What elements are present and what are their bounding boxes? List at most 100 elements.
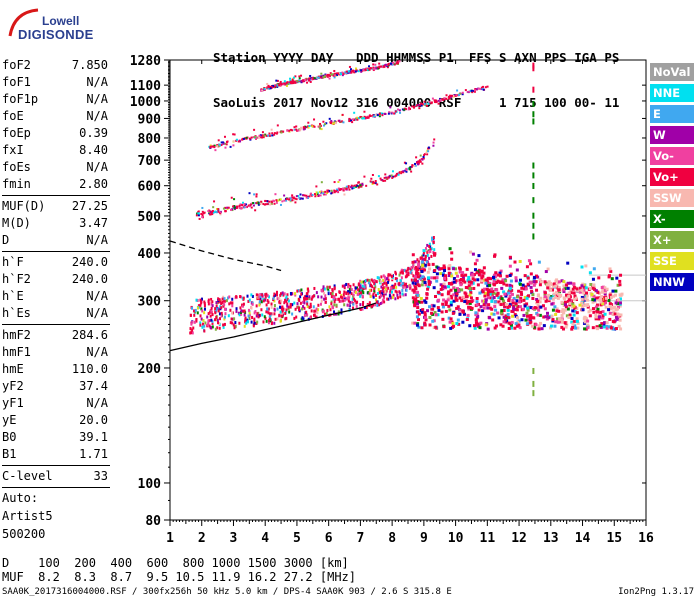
echo-point: [461, 93, 464, 96]
echo-point: [502, 320, 506, 324]
echo-point: [315, 315, 318, 319]
echo-point: [375, 67, 378, 70]
echo-point: [589, 282, 593, 286]
echo-point: [523, 295, 527, 299]
echo-point: [209, 310, 212, 314]
echo-point: [336, 72, 339, 75]
echo-point: [439, 283, 443, 287]
echo-point: [582, 288, 586, 292]
echo-point: [562, 280, 566, 284]
echo-point: [209, 145, 212, 148]
echo-point: [334, 122, 337, 125]
echo-point: [350, 186, 353, 189]
echo-point: [526, 295, 530, 299]
echo-point: [415, 271, 418, 275]
param-value: 110.0: [71, 362, 108, 376]
echo-point: [412, 264, 415, 268]
echo-point: [280, 131, 283, 134]
echo-point: [308, 306, 311, 310]
echo-point: [519, 296, 523, 300]
echo-point: [576, 321, 580, 325]
echo-point: [233, 133, 236, 136]
echo-point: [257, 203, 260, 206]
echo-point: [343, 286, 346, 290]
echo-point: [370, 283, 373, 287]
echo-point: [302, 79, 305, 82]
echo-point: [423, 280, 427, 284]
echo-point: [448, 96, 451, 99]
param-value: 0.39: [79, 126, 108, 140]
echo-point: [469, 282, 473, 286]
x-tick-label: 11: [480, 531, 496, 546]
echo-point: [366, 302, 369, 306]
echo-point: [201, 213, 204, 216]
echo-point: [279, 305, 282, 309]
echo-point: [570, 327, 574, 331]
echo-point: [252, 324, 255, 328]
x-tick-label: 9: [420, 531, 428, 546]
echo-point: [276, 131, 279, 134]
echo-point: [231, 297, 234, 301]
echo-point: [196, 311, 199, 315]
echo-point: [203, 324, 206, 328]
echo-point: [209, 144, 212, 147]
echo-point: [435, 276, 439, 280]
echo-point: [297, 194, 300, 197]
echo-point: [475, 321, 479, 325]
echo-point: [299, 295, 302, 299]
echo-point: [420, 260, 424, 264]
echo-point: [345, 70, 348, 73]
echo-point: [424, 254, 427, 258]
echo-point: [292, 198, 295, 201]
echo-point: [363, 117, 366, 120]
echo-point: [199, 321, 202, 325]
echo-point: [468, 293, 472, 297]
echo-point: [280, 83, 283, 86]
echo-point: [422, 251, 425, 255]
echo-point: [289, 302, 292, 306]
echo-point: [482, 306, 486, 310]
echo-point: [424, 318, 428, 322]
echo-point: [347, 283, 350, 287]
echo-point: [447, 296, 451, 300]
echo-point: [479, 305, 483, 309]
param-value: N/A: [86, 396, 108, 410]
echo-point: [549, 324, 553, 328]
echo-point: [545, 283, 549, 287]
echo-point: [532, 100, 535, 107]
echo-point: [352, 306, 355, 310]
echo-point: [348, 294, 351, 298]
echo-point: [267, 311, 270, 315]
echo-point: [320, 128, 323, 131]
echo-point: [420, 270, 424, 274]
echo-point: [442, 298, 446, 302]
echo-point: [361, 307, 364, 311]
echo-point: [536, 303, 540, 307]
echo-point: [598, 298, 602, 302]
echo-point: [447, 316, 451, 320]
echo-point: [259, 294, 262, 298]
echo-point: [394, 270, 397, 274]
echo-point: [291, 194, 294, 197]
echo-point: [557, 288, 561, 292]
echo-point: [452, 94, 455, 97]
echo-point: [296, 289, 299, 293]
echo-point: [373, 278, 376, 282]
echo-point: [424, 283, 428, 287]
echo-point: [279, 292, 282, 296]
echo-point: [421, 254, 424, 258]
echo-point: [395, 285, 398, 289]
echo-point: [217, 321, 220, 325]
echo-point: [286, 293, 289, 297]
echo-point: [590, 294, 594, 298]
echo-point: [292, 80, 295, 83]
echo-point: [583, 327, 587, 331]
echo-point: [500, 286, 504, 290]
echo-point: [600, 290, 604, 294]
echo-point: [332, 73, 335, 76]
echo-point: [360, 69, 363, 72]
echo-point: [545, 311, 549, 315]
echo-point: [259, 202, 262, 205]
echo-point: [299, 197, 302, 200]
echo-point: [222, 325, 225, 329]
